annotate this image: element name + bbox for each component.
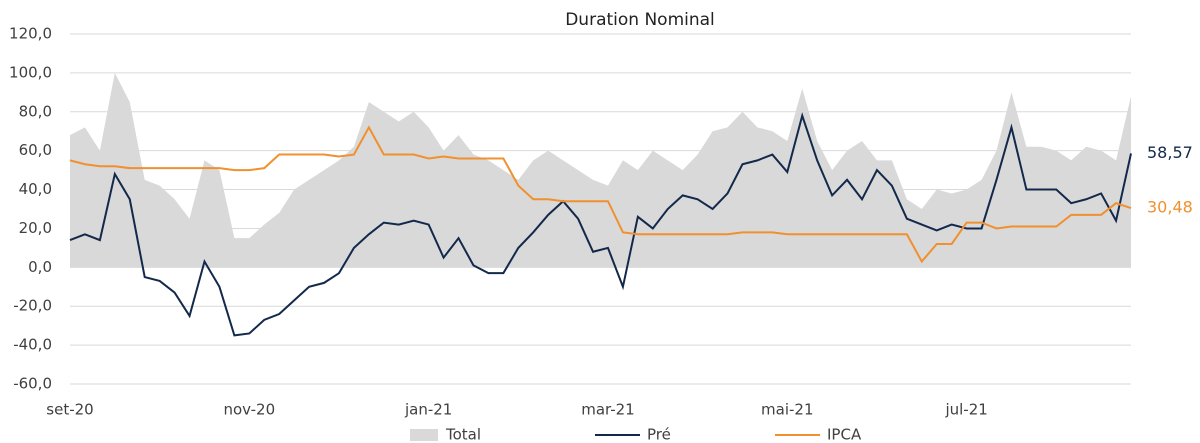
end-label: 30,48 <box>1147 198 1193 217</box>
y-tick-label: 60,0 <box>19 141 52 159</box>
legend-swatch <box>410 429 438 441</box>
y-tick-label: 20,0 <box>19 219 52 237</box>
y-tick-label: 0,0 <box>28 258 52 276</box>
legend-label: Total <box>445 426 481 443</box>
y-tick-label: -20,0 <box>13 297 52 315</box>
x-tick-label: nov-20 <box>223 401 275 419</box>
x-tick-label: set-20 <box>46 401 93 419</box>
y-tick-label: 80,0 <box>19 102 52 120</box>
y-tick-label: 100,0 <box>9 63 52 81</box>
x-tick-label: mai-21 <box>761 401 813 419</box>
chart-title: Duration Nominal <box>565 10 715 30</box>
end-label: 58,57 <box>1147 143 1193 162</box>
y-tick-label: 40,0 <box>19 180 52 198</box>
x-tick-label: jan-21 <box>404 401 452 419</box>
line <box>69 125 1132 264</box>
x-tick-label: jul-21 <box>944 401 987 419</box>
y-tick-label: -60,0 <box>13 375 52 393</box>
area <box>70 72 1131 268</box>
line <box>69 112 1132 337</box>
y-tick-label: -40,0 <box>13 336 52 354</box>
legend-label: Pré <box>647 426 671 443</box>
y-tick-label: 120,0 <box>9 25 52 43</box>
x-tick-label: mar-21 <box>581 401 635 419</box>
legend-label: IPCA <box>827 426 862 443</box>
